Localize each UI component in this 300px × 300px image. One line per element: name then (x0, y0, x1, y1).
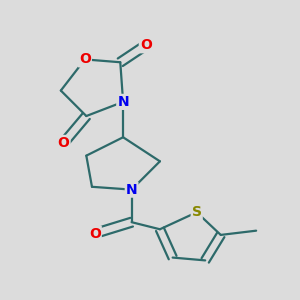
Text: O: O (58, 136, 70, 150)
Text: N: N (117, 95, 129, 109)
Text: O: O (79, 52, 91, 66)
Text: O: O (140, 38, 152, 52)
Text: S: S (192, 205, 202, 219)
Text: N: N (126, 183, 137, 196)
Text: O: O (89, 226, 101, 241)
